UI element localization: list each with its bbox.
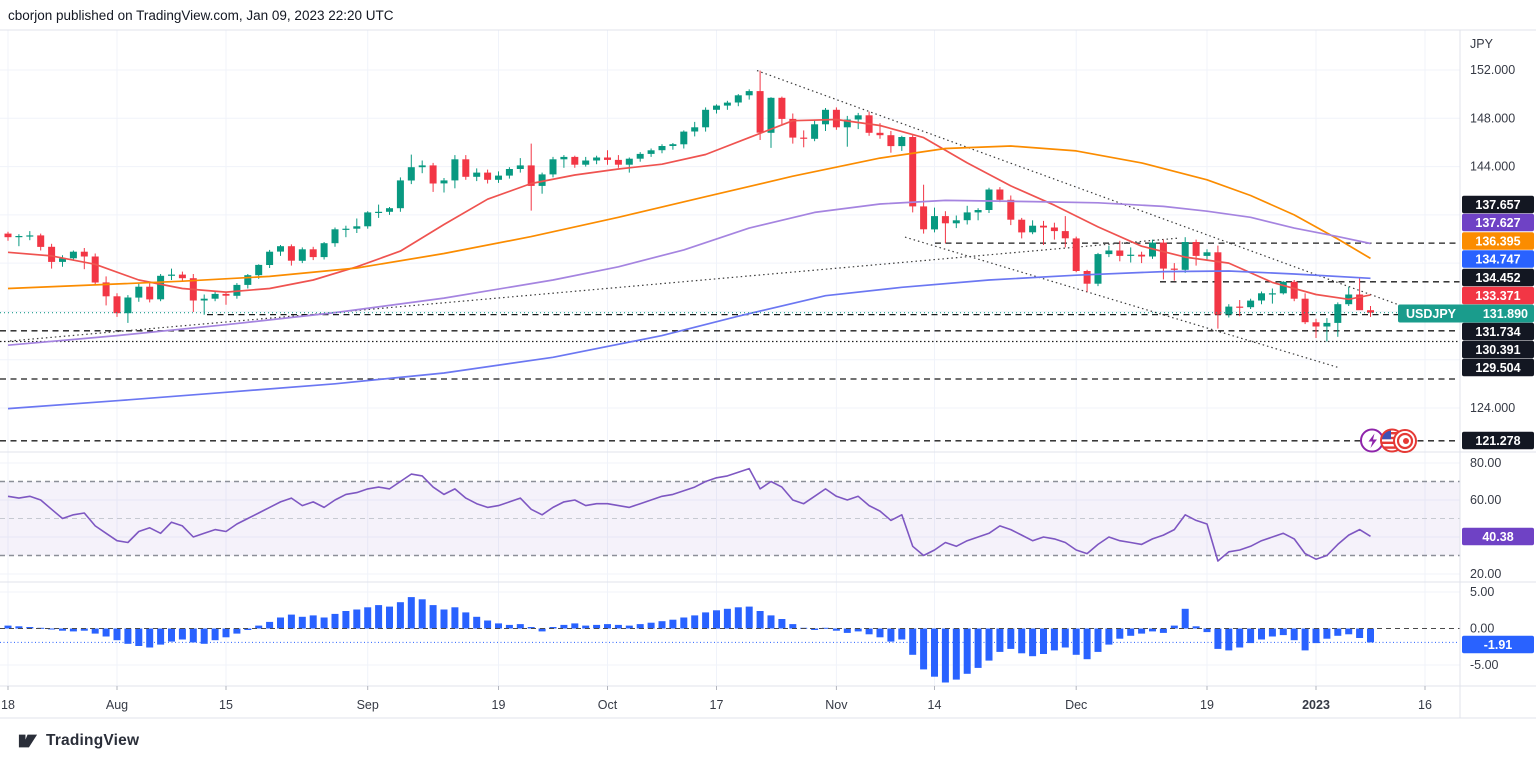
- lightning-icon: [1360, 428, 1384, 453]
- axis-tick-labels: JPY 152.000 148.000 144.000 124.000 80.00 60.0…: [1470, 37, 1515, 672]
- svg-text:20.00: 20.00: [1470, 567, 1501, 581]
- price-label-badge: 129.504: [1462, 358, 1534, 377]
- price-label-badge: 136.395: [1462, 232, 1534, 250]
- ma100-line[interactable]: [7, 199, 1371, 347]
- svg-text:134.747: 134.747: [1475, 253, 1520, 267]
- moving-averages: [7, 118, 1371, 410]
- svg-text:136.395: 136.395: [1475, 235, 1520, 249]
- svg-text:17: 17: [710, 698, 724, 712]
- support-resistance-levels[interactable]: [0, 242, 1460, 442]
- price-label-badge: 134.747: [1462, 250, 1534, 268]
- momentum-histogram: [4, 597, 1374, 683]
- svg-text:40.38: 40.38: [1482, 530, 1513, 544]
- svg-text:133.371: 133.371: [1475, 289, 1520, 303]
- svg-text:Sep: Sep: [357, 698, 379, 712]
- price-label-badge: 134.452: [1462, 268, 1534, 287]
- pane-borders: [0, 29, 1536, 719]
- rsi-band: [0, 480, 1460, 557]
- footer: TradingView: [0, 724, 1536, 758]
- price-label-badge: 130.391: [1462, 340, 1534, 359]
- svg-text:0.00: 0.00: [1470, 622, 1494, 636]
- svg-text:14: 14: [928, 698, 942, 712]
- svg-text:5.00: 5.00: [1470, 585, 1494, 599]
- time-axis-labels[interactable]: 18 Aug 15 Sep 19 Oct 17 Nov 14 Dec 19 2023 16: [1, 686, 1432, 712]
- price-label-badge: 121.278: [1462, 431, 1534, 450]
- current-price-badge: USDJPY 131.890: [1398, 304, 1534, 323]
- gridlines: [0, 30, 1460, 686]
- svg-text:134.452: 134.452: [1475, 271, 1520, 285]
- price-label-badge: 137.657: [1462, 195, 1534, 214]
- svg-text:Oct: Oct: [598, 698, 618, 712]
- svg-text:Dec: Dec: [1065, 698, 1087, 712]
- price-label-badge: 131.734: [1462, 322, 1534, 341]
- tradingview-logo-text[interactable]: TradingView: [46, 732, 140, 749]
- price-axis-unit: JPY: [1470, 37, 1494, 51]
- ma200-line[interactable]: [7, 270, 1371, 410]
- tradingview-logo[interactable]: TradingView: [17, 731, 139, 751]
- rsi-line[interactable]: [7, 467, 1371, 562]
- svg-text:131.734: 131.734: [1475, 325, 1520, 339]
- svg-text:2023: 2023: [1302, 698, 1330, 712]
- svg-text:137.657: 137.657: [1475, 198, 1520, 212]
- svg-text:60.00: 60.00: [1470, 493, 1501, 507]
- svg-text:Aug: Aug: [106, 698, 128, 712]
- trendlines[interactable]: [9, 70, 1406, 369]
- chart-icons[interactable]: [1360, 428, 1417, 453]
- svg-text:144.000: 144.000: [1470, 160, 1515, 174]
- rsi-pane[interactable]: [0, 452, 1460, 582]
- ma20-line[interactable]: [7, 118, 1371, 301]
- ma50-line[interactable]: [7, 145, 1371, 290]
- svg-text:15: 15: [219, 698, 233, 712]
- tradingview-logo-icon: [18, 734, 38, 748]
- svg-text:152.000: 152.000: [1470, 63, 1515, 77]
- price-pane[interactable]: [0, 30, 1460, 452]
- svg-text:130.391: 130.391: [1475, 343, 1520, 357]
- svg-text:18: 18: [1, 698, 15, 712]
- svg-text:80.00: 80.00: [1470, 456, 1501, 470]
- svg-text:USDJPY: USDJPY: [1406, 307, 1457, 321]
- svg-text:-1.91: -1.91: [1484, 638, 1513, 652]
- svg-text:-5.00: -5.00: [1470, 658, 1499, 672]
- price-label-badge: 137.627: [1462, 213, 1534, 232]
- price-label-badge: 133.371: [1462, 286, 1534, 305]
- axis-badges: 137.657 137.627 136.395 134.747 134.452 …: [1398, 195, 1534, 654]
- svg-text:19: 19: [1200, 698, 1214, 712]
- time-axis[interactable]: [0, 686, 1460, 718]
- svg-text:129.504: 129.504: [1475, 361, 1520, 375]
- svg-text:124.000: 124.000: [1470, 401, 1515, 415]
- svg-text:121.278: 121.278: [1475, 434, 1520, 448]
- svg-text:Nov: Nov: [825, 698, 848, 712]
- price-label-badge: 40.38: [1462, 527, 1534, 546]
- publish-info-bar: cborjon published on TradingView.com, Ja…: [0, 0, 1536, 30]
- japan-flag-icon: [1393, 429, 1417, 453]
- svg-text:137.627: 137.627: [1475, 216, 1520, 230]
- candles-layer: [4, 70, 1374, 342]
- svg-text:16: 16: [1418, 698, 1432, 712]
- publish-info-text: cborjon published on TradingView.com, Ja…: [8, 7, 394, 23]
- svg-text:19: 19: [492, 698, 506, 712]
- price-label-badge: -1.91: [1462, 635, 1534, 654]
- svg-text:148.000: 148.000: [1470, 111, 1515, 125]
- svg-text:131.890: 131.890: [1483, 307, 1528, 321]
